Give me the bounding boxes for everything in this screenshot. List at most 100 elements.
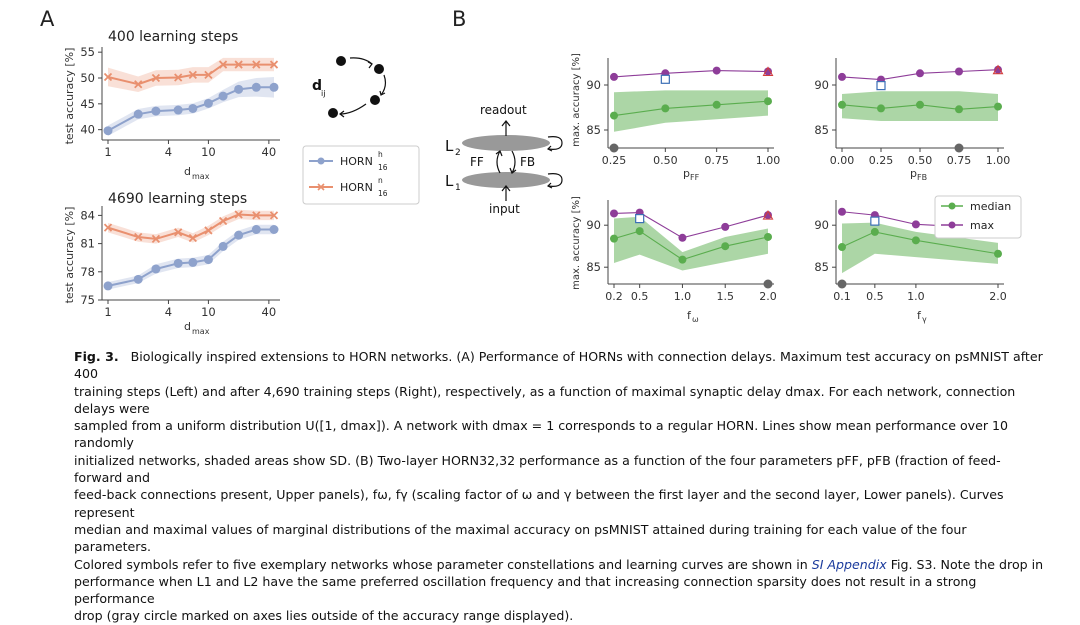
- y-tick-label: 85: [814, 260, 829, 274]
- data-point-horn-h: [173, 258, 183, 268]
- panel-label-a: A: [40, 7, 55, 31]
- l2-recurrent-arrow: [547, 136, 563, 150]
- data-point-horn-h: [103, 281, 113, 291]
- data-point-horn-n: [134, 80, 143, 89]
- delay-diagram: d ij: [312, 56, 387, 118]
- data-point-horn-n: [151, 73, 161, 83]
- x-tick-label: 1.0: [907, 290, 925, 303]
- si-appendix-link[interactable]: SI Appendix: [811, 556, 887, 572]
- diagram-arrow-2: [380, 74, 387, 96]
- readout-arrowhead: [501, 120, 511, 127]
- chart-a-top-xlabel-sub: max: [192, 172, 210, 181]
- max-line: [613, 70, 769, 78]
- max-point: [610, 209, 618, 218]
- median-point: [916, 100, 924, 109]
- data-point-horn-h: [218, 91, 228, 101]
- chart-b4-xlabel-main: f: [917, 309, 922, 322]
- max-point: [838, 207, 846, 216]
- diagram-label-d: d: [312, 78, 322, 94]
- caption-line-3: sampled from a uniform distribution U([1…: [74, 418, 1009, 451]
- chart-b-fgamma: 85 90 0.1 0.5 1.0 2.0: [814, 200, 1007, 303]
- chart-b2-xlabel: p FB: [910, 167, 927, 182]
- y-tick-label: 81: [80, 237, 95, 251]
- series-line-horn-n: [107, 213, 274, 240]
- caption-line-7: Colored symbols refer to five exemplary …: [74, 556, 1046, 573]
- data-point-horn-h: [188, 103, 198, 113]
- x-tick-label: 1.5: [716, 290, 734, 303]
- legend-sup-horn-h: h: [378, 150, 383, 159]
- x-tick-label: 4: [165, 305, 172, 319]
- chart-b-legend: median max: [934, 195, 1022, 239]
- chart-b3-xlabel-sub: ω: [692, 315, 699, 324]
- series-line-horn-h: [107, 86, 274, 132]
- caption-line-2: training steps (Left) and after 4,690 tr…: [74, 383, 1016, 416]
- diagram-arrowhead-1: [367, 61, 373, 69]
- data-point-horn-n: [234, 60, 243, 69]
- data-point-horn-h: [103, 126, 113, 136]
- median-point: [712, 100, 721, 109]
- chart-a-top-xlabel: d max: [184, 165, 210, 181]
- y-tick-label: 50: [80, 71, 95, 85]
- chart-b1-xlabel-main: p: [683, 167, 690, 180]
- max-point: [610, 72, 618, 81]
- diagram-node-right: [374, 64, 384, 74]
- x-tick-label: 0.1: [833, 290, 851, 303]
- x-tick-label: 2.0: [759, 290, 777, 303]
- series-line-horn-n: [107, 63, 274, 86]
- median-point: [764, 97, 772, 106]
- chart-a-top-title: 400 learning steps: [108, 29, 238, 45]
- data-point-horn-n: [234, 210, 243, 219]
- data-point-horn-n: [204, 70, 213, 80]
- chart-b2-xlabel-sub: FB: [917, 173, 927, 182]
- x-tick-label: 0.2: [605, 290, 623, 303]
- data-point-horn-h: [234, 84, 244, 94]
- data-point-horn-n: [269, 60, 279, 69]
- data-point-horn-n: [103, 72, 113, 82]
- x-tick-label: 10: [201, 145, 216, 159]
- l1-recurrent-arrowhead: [546, 182, 553, 189]
- two-layer-diagram: L 2 L 1 readout input FF FB: [445, 103, 563, 216]
- diagram-arrowhead-3: [339, 110, 345, 118]
- median-point: [610, 111, 618, 120]
- x-tick-label: 0.50: [908, 154, 933, 167]
- data-point-horn-h: [188, 257, 198, 267]
- data-point-horn-h: [151, 106, 161, 116]
- legend-label-median: median: [970, 200, 1011, 213]
- chart-b-fomega: 85 90 0.2 0.5 1.0 1.5 2.0: [586, 200, 777, 303]
- diagram-node-bottom-right: [370, 95, 380, 105]
- input-label: input: [489, 202, 520, 216]
- x-tick-label: 0.75: [947, 154, 972, 167]
- chart-a-bottom-xlabel: d max: [184, 320, 210, 336]
- data-point-horn-h: [203, 255, 213, 265]
- layer-l1-ellipse: [462, 172, 550, 188]
- diagram-arrow-1: [349, 57, 373, 65]
- y-tick-label: 84: [80, 208, 95, 222]
- layer-l2-sub: 2: [455, 148, 461, 158]
- exemplar-triangle-marker: [762, 209, 774, 220]
- median-point: [661, 104, 670, 113]
- data-point-horn-n: [103, 223, 113, 232]
- median-point: [870, 227, 879, 236]
- median-band: [842, 222, 998, 274]
- median-point: [838, 100, 846, 109]
- chart-b-lower-ylabel: max. accuracy [%]: [571, 196, 582, 290]
- median-point: [838, 243, 846, 252]
- x-tick-label: 1.00: [756, 154, 781, 167]
- x-tick-label: 1: [104, 145, 111, 159]
- legend-label-horn-h: HORN: [340, 155, 373, 168]
- max-point: [712, 66, 721, 75]
- x-tick-label: 0.5: [631, 290, 649, 303]
- chart-a-bottom-title: 4690 learning steps: [108, 191, 247, 207]
- median-point: [877, 104, 885, 113]
- x-tick-label: 0.00: [830, 154, 855, 167]
- out-of-range-marker: [763, 279, 773, 289]
- diagram-node-bottom-left: [328, 108, 338, 118]
- chart-b1-xlabel-sub: FF: [690, 173, 700, 182]
- exemplar-square-marker: [635, 214, 645, 224]
- y-tick-label: 40: [80, 123, 95, 137]
- median-point: [955, 105, 963, 114]
- out-of-range-marker: [837, 279, 847, 289]
- series-line-horn-h: [107, 228, 274, 287]
- data-point-horn-h: [269, 82, 279, 92]
- y-tick-label: 75: [80, 293, 95, 307]
